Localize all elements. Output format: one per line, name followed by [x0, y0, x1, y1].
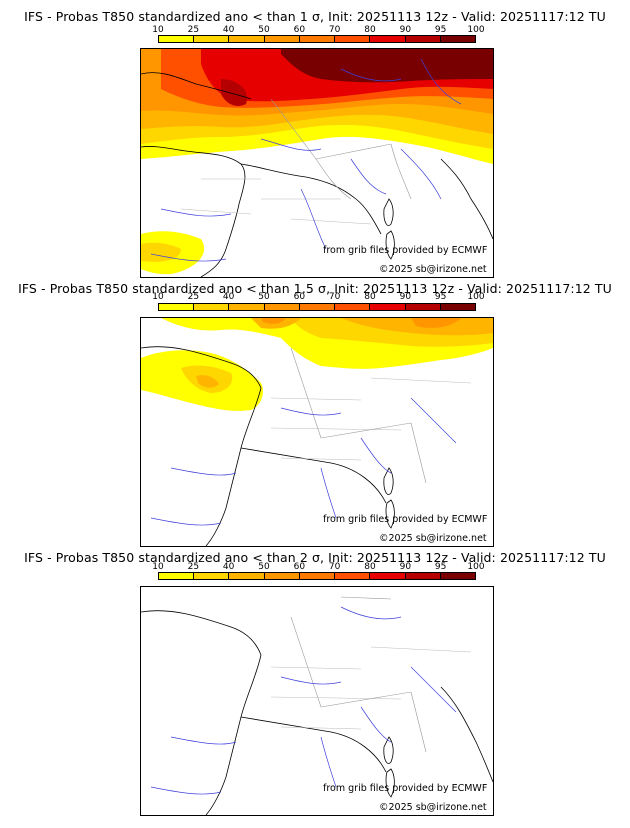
colorbar-3-tick: 70	[328, 562, 341, 572]
colorbar-1-tick: 90	[399, 25, 412, 35]
colorbar-3-tick: 25	[187, 562, 200, 572]
colorbar-2-tick: 80	[364, 292, 376, 302]
colorbar-1-labels: 10 25 40 50 60 70 80 90 95 100	[152, 25, 484, 35]
colorbar-1-tick: 95	[434, 25, 447, 35]
colorbar-1-segment	[264, 36, 300, 42]
map-3: from grib files provided by ECMWF ©2025 …	[140, 586, 494, 816]
panel-2-title: IFS - Probas T850 standardized ano < tha…	[18, 281, 612, 296]
colorbar-3-tick: 60	[293, 562, 306, 572]
colorbar-2-labels: 10 25 40 50 60 70 80 90 95 100	[152, 292, 484, 302]
colorbar-1-tick: 70	[328, 25, 341, 35]
colorbar-2	[158, 303, 476, 311]
colorbar-2-tick: 90	[399, 292, 412, 302]
map-3-canvas	[141, 596, 493, 815]
colorbar-3-tick: 10	[152, 562, 164, 572]
colorbar-1-tick: 50	[258, 25, 270, 35]
colorbar-2-segment	[440, 304, 475, 310]
colorbar-1-tick: 100	[467, 25, 485, 35]
colorbar-1-segment	[370, 36, 406, 42]
colorbar-1-tick: 25	[187, 25, 200, 35]
colorbar-2-tick: 70	[328, 292, 341, 302]
colorbar-3-tick: 95	[434, 562, 447, 572]
panel-1-title: IFS - Probas T850 standardized ano < tha…	[24, 9, 606, 24]
colorbar-2-tick: 100	[467, 292, 485, 302]
colorbar-3-segment	[299, 573, 336, 579]
colorbar-3-segment	[159, 573, 195, 579]
colorbar-1-tick: 10	[152, 25, 164, 35]
colorbar-3-tick: 80	[364, 562, 376, 572]
map-1-copyright: ©2025 sb@irizone.net	[379, 264, 487, 275]
colorbar-2-tick: 50	[258, 292, 270, 302]
colorbar-2-tick: 25	[187, 292, 200, 302]
colorbar-2-segment	[229, 304, 265, 310]
colorbar-1-segment	[229, 36, 265, 42]
panel-3-title: IFS - Probas T850 standardized ano < tha…	[24, 550, 606, 565]
colorbar-2-segment	[405, 304, 441, 310]
colorbar-3-segment	[229, 573, 265, 579]
colorbar-2-tick: 10	[152, 292, 164, 302]
colorbar-2-segment	[194, 304, 230, 310]
colorbar-3-labels: 10 25 40 50 60 70 80 90 95 100	[152, 562, 484, 572]
colorbar-3-segment	[370, 573, 406, 579]
colorbar-2-tick: 40	[222, 292, 235, 302]
map-2-copyright: ©2025 sb@irizone.net	[379, 533, 487, 544]
colorbar-3-tick: 40	[222, 562, 235, 572]
colorbar-3-tick: 90	[399, 562, 412, 572]
colorbar-1-segment	[440, 36, 475, 42]
map-1: from grib files provided by ECMWF ©2025 …	[140, 48, 494, 278]
colorbar-3-segment	[405, 573, 441, 579]
colorbar-1-tick: 40	[222, 25, 235, 35]
colorbar-2-segment	[335, 304, 371, 310]
colorbar-1-segment	[335, 36, 371, 42]
colorbar-2-tick: 95	[434, 292, 447, 302]
map-2: from grib files provided by ECMWF ©2025 …	[140, 317, 494, 547]
colorbar-1-segment	[159, 36, 195, 42]
colorbar-3-tick: 100	[467, 562, 485, 572]
colorbar-1-segment	[299, 36, 336, 42]
colorbar-1	[158, 35, 476, 43]
map-2-canvas	[141, 318, 493, 546]
colorbar-3-segment	[335, 573, 371, 579]
map-3-copyright: ©2025 sb@irizone.net	[379, 802, 487, 813]
colorbar-3-segment	[440, 573, 475, 579]
colorbar-3-segment	[264, 573, 300, 579]
colorbar-3	[158, 572, 476, 580]
colorbar-2-tick: 60	[293, 292, 306, 302]
map-1-canvas	[141, 49, 493, 277]
colorbar-3-segment	[194, 573, 230, 579]
colorbar-2-segment	[370, 304, 406, 310]
colorbar-2-segment	[299, 304, 336, 310]
map-3-credit: from grib files provided by ECMWF	[323, 783, 488, 794]
colorbar-1-tick: 60	[293, 25, 306, 35]
colorbar-2-segment	[264, 304, 300, 310]
colorbar-3-tick: 50	[258, 562, 270, 572]
colorbar-1-segment	[405, 36, 441, 42]
colorbar-1-segment	[194, 36, 230, 42]
map-2-credit: from grib files provided by ECMWF	[323, 514, 488, 525]
colorbar-1-tick: 80	[364, 25, 376, 35]
colorbar-2-segment	[159, 304, 195, 310]
map-1-credit: from grib files provided by ECMWF	[323, 245, 488, 256]
